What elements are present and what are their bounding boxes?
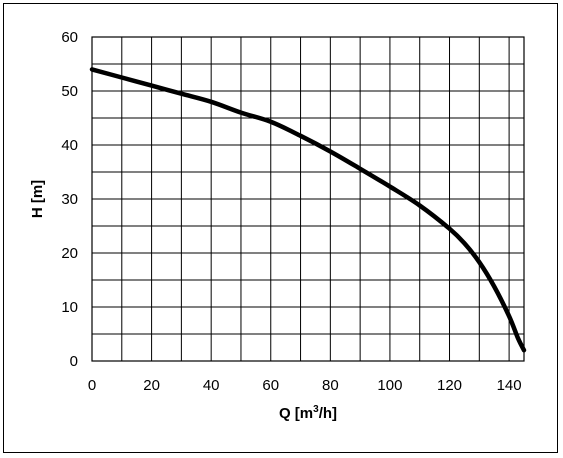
- y-tick-label: 60: [61, 29, 78, 46]
- x-tick-label: 80: [322, 377, 339, 394]
- x-tick-label: 40: [203, 377, 220, 394]
- plot-area-border: [91, 36, 525, 362]
- y-axis-title: H [m]: [29, 180, 46, 218]
- y-tick-label: 50: [61, 83, 78, 100]
- y-tick-label: 20: [61, 245, 78, 262]
- y-tick-label: 0: [70, 353, 78, 370]
- x-axis-ticks: 0 20 40 60 80 100 120 140: [88, 377, 522, 394]
- x-axis-title: Q [m3/h]: [279, 404, 337, 422]
- chart-frame: [3, 3, 558, 453]
- x-tick-label: 120: [437, 377, 462, 394]
- x-axis-title-main: Q [m: [279, 405, 313, 422]
- y-tick-label: 10: [61, 299, 78, 316]
- x-tick-label: 0: [88, 377, 96, 394]
- y-axis-ticks: 0 10 20 30 40 50 60: [61, 29, 78, 370]
- y-tick-label: 40: [61, 137, 78, 154]
- x-tick-label: 60: [262, 377, 279, 394]
- y-tick-label: 30: [61, 191, 78, 208]
- x-tick-label: 20: [143, 377, 160, 394]
- series-line-head-curve: [89, 67, 527, 353]
- x-axis-title-superscript: 3: [313, 404, 319, 415]
- x-axis-title-suffix: /h]: [319, 405, 337, 422]
- x-tick-label: 100: [377, 377, 402, 394]
- x-tick-label: 140: [497, 377, 522, 394]
